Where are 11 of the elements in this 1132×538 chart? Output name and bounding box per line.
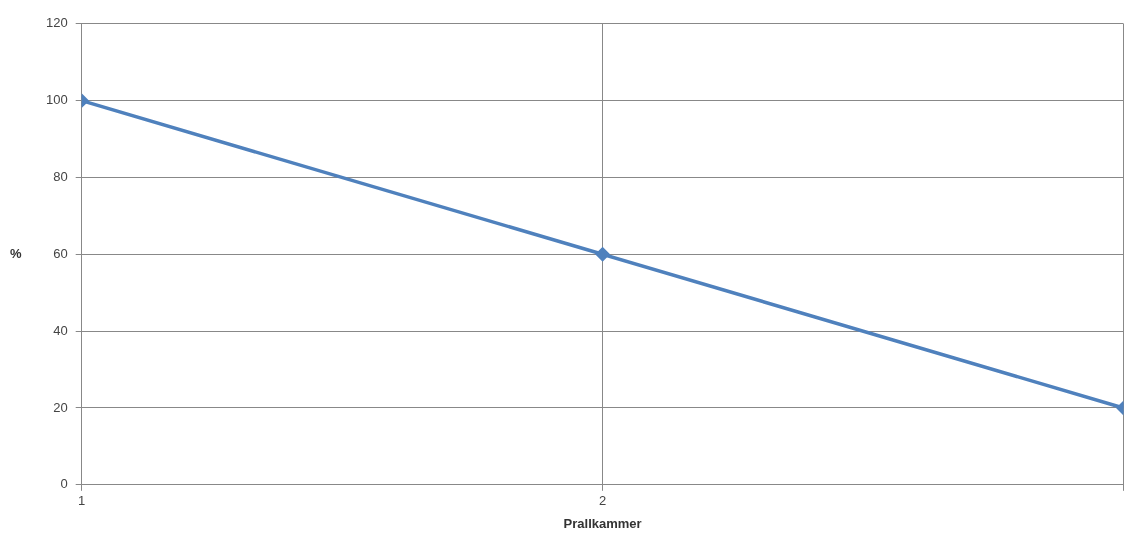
y-tick-label: 20 (53, 399, 68, 415)
y-tick-label: 60 (53, 245, 68, 261)
y-axis-title: % (10, 245, 22, 261)
y-tick-label: 40 (53, 322, 68, 338)
x-tick-label: 2 (598, 493, 607, 509)
x-axis-title: Prallkammer (563, 515, 642, 531)
y-tick-label: 120 (45, 15, 68, 31)
y-tick-label: 100 (45, 92, 68, 108)
x-tick-label: 1 (78, 493, 86, 509)
y-tick-label: 80 (53, 169, 68, 185)
y-tick-label: 0 (60, 476, 68, 492)
